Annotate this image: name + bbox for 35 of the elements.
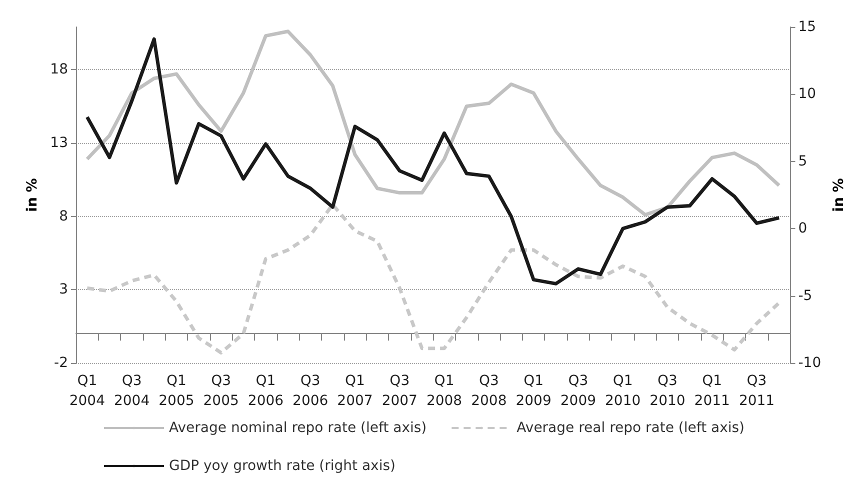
x-tick-label: Q1 2011 — [694, 373, 730, 409]
line-series — [85, 30, 781, 217]
y-tick-label: 3 — [59, 282, 68, 298]
x-tick-label: Q1 2008 — [426, 373, 462, 409]
x-tick-label: Q3 2010 — [650, 373, 686, 409]
y2-tick-label: 0 — [798, 220, 808, 237]
line-series — [85, 202, 781, 354]
x-tick-label: Q3 2011 — [738, 373, 775, 409]
x-tick-label: Q3 2004 — [114, 373, 150, 409]
legend-label: GDP yoy growth rate (right axis) — [169, 458, 396, 474]
x-tick-label: Q3 2007 — [382, 373, 418, 409]
x-tick-label: Q1 2006 — [248, 373, 284, 409]
x-tick-label: Q3 2009 — [560, 373, 596, 409]
y-tick-label: 13 — [50, 134, 68, 151]
y-tick-label: -2 — [54, 355, 68, 371]
legend-label: Average real repo rate (left axis) — [516, 420, 745, 436]
y-tick-label: 18 — [50, 62, 68, 78]
legend-label: Average nominal repo rate (left axis) — [169, 420, 427, 436]
x-tick-label: Q1 2004 — [69, 373, 106, 409]
y-tick-label: 8 — [59, 208, 68, 224]
x-tick-label: Q3 2006 — [292, 373, 328, 409]
x-tick-label: Q1 2010 — [605, 373, 641, 409]
x-tick-label: Q3 2005 — [203, 373, 239, 409]
y2-tick-label: 10 — [798, 86, 816, 102]
x-tick-label: Q1 2009 — [516, 373, 552, 409]
x-tick-label: Q1 2007 — [337, 373, 373, 409]
y2-tick-label: 5 — [798, 153, 808, 170]
y-axis-title: in % — [24, 178, 40, 212]
y2-tick-label: -5 — [798, 288, 812, 304]
line-series — [85, 37, 781, 286]
y2-tick-label: 15 — [798, 19, 816, 35]
y2-axis-title: in % — [831, 178, 847, 212]
y2-tick-label: -10 — [798, 355, 822, 371]
x-tick-label: Q1 2005 — [158, 373, 194, 409]
x-tick-label: Q3 2008 — [471, 373, 507, 409]
